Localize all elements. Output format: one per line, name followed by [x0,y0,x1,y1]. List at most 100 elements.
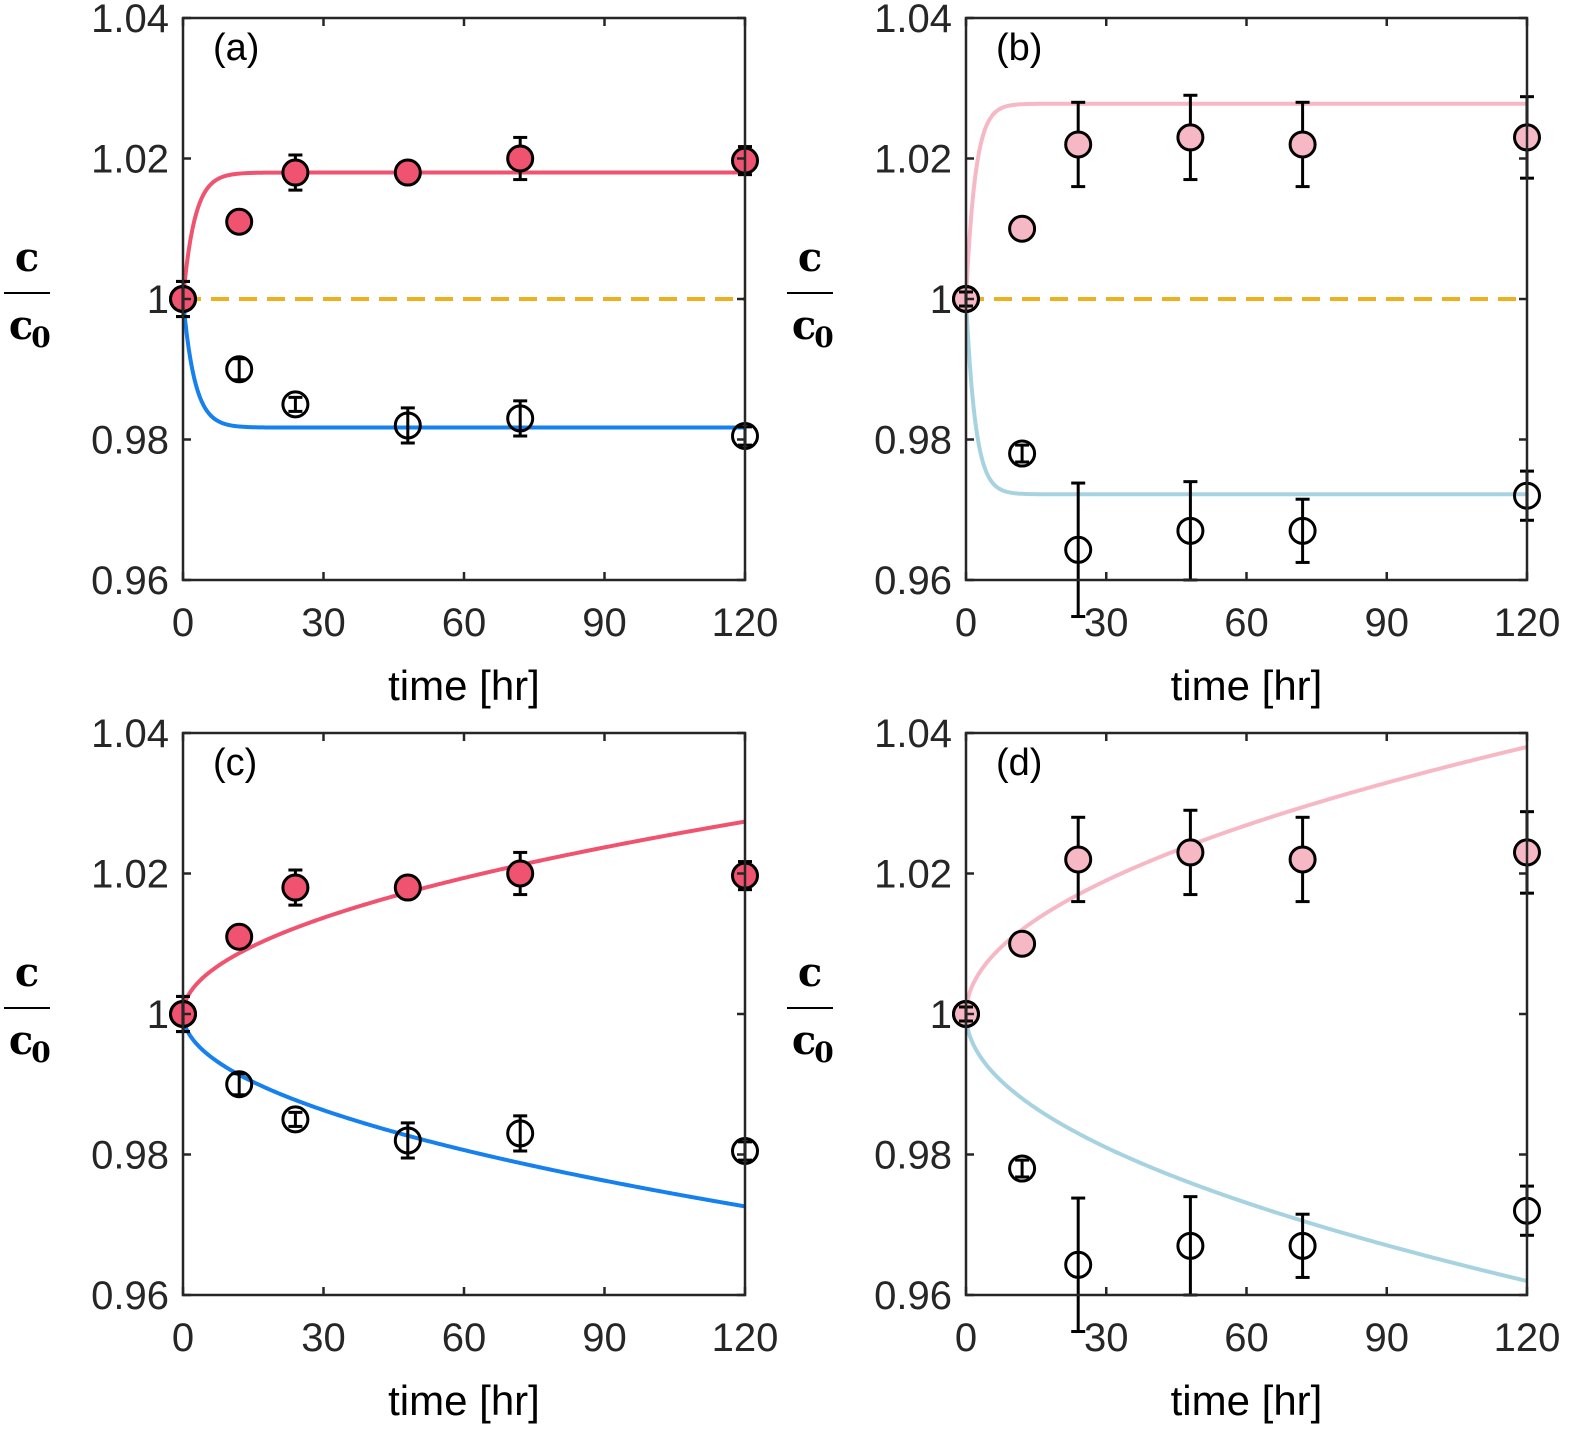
y-tick-label: 1.02 [91,853,169,897]
filled-data-point [1064,130,1093,159]
x-tick-label: 90 [1365,1316,1410,1360]
y-axis-subscript: 0 [814,1036,833,1069]
y-axis-denominator: c [9,1017,33,1064]
x-axis-title: time [hr] [1171,1377,1323,1424]
lower-fit-line [181,298,745,430]
x-tick-label: 30 [1084,1316,1129,1360]
x-axis-title: time [hr] [388,662,540,709]
plot-area [966,733,1527,1295]
y-tick-label: 1.04 [91,712,169,756]
upper-fit-line [964,745,1528,1015]
x-tick-label: 30 [301,1316,346,1360]
lower-fit-line [964,1013,1528,1283]
y-tick-label: 1.04 [91,0,169,41]
open-data-point [281,1105,310,1134]
y-tick-label: 0.96 [874,559,952,603]
y-axis-numerator: c [15,949,39,996]
y-axis-denominator: c [9,302,33,349]
y-tick-label: 0.98 [874,1134,952,1178]
y-axis-numerator: c [798,949,822,996]
x-tick-label: 60 [442,1316,487,1360]
x-tick-label: 120 [1494,601,1561,645]
y-tick-label: 1.02 [91,138,169,182]
y-axis-subscript: 0 [814,321,833,354]
open-data-point [225,355,254,384]
lower-fit-line [964,298,1527,497]
y-axis-subscript: 0 [31,321,50,354]
filled-data-point [1008,214,1037,243]
panel-label: (c) [213,742,257,784]
y-tick-label: 1 [930,993,952,1037]
y-tick-label: 0.98 [91,419,169,463]
x-tick-label: 120 [1494,1316,1561,1360]
panel-label: (b) [996,27,1042,69]
x-tick-label: 60 [442,601,487,645]
filled-data-point [1064,845,1093,874]
y-axis-denominator: c [792,1017,816,1064]
panel-label: (a) [213,27,259,69]
x-tick-label: 120 [712,1316,779,1360]
open-data-point [393,411,422,440]
x-tick-label: 30 [1084,601,1129,645]
panel-label: (d) [996,742,1042,784]
filled-data-point [393,158,422,187]
y-tick-label: 0.96 [91,1274,169,1318]
open-data-point [1064,1250,1093,1279]
y-tick-label: 0.98 [874,419,952,463]
x-tick-label: 120 [712,601,779,645]
x-tick-label: 60 [1224,1316,1269,1360]
y-axis-subscript: 0 [31,1036,50,1069]
filled-data-point [225,207,254,236]
filled-data-point [506,144,535,173]
open-data-point [1288,516,1317,545]
filled-data-point [1176,838,1205,867]
y-tick-label: 0.96 [874,1274,952,1318]
upper-fit-line [181,819,746,1015]
open-data-point [1008,439,1037,468]
filled-data-point [1008,929,1037,958]
open-data-point [1064,535,1093,564]
open-data-point [393,1126,422,1155]
x-tick-label: 90 [582,601,627,645]
y-axis-numerator: c [798,234,822,281]
filled-data-point [1288,130,1317,159]
filled-data-point [281,158,310,187]
y-tick-label: 0.98 [91,1134,169,1178]
y-tick-label: 0.96 [91,559,169,603]
open-data-point [281,390,310,419]
open-data-point [1008,1154,1037,1183]
y-axis-denominator: c [792,302,816,349]
filled-data-point [1288,845,1317,874]
open-data-point [1176,1231,1205,1260]
y-axis-numerator: c [15,234,39,281]
open-data-point [225,1070,254,1099]
filled-data-point [225,922,254,951]
y-tick-label: 1.04 [874,712,952,756]
filled-data-point [1176,123,1205,152]
plot-area [183,733,745,1295]
open-data-point [1176,516,1205,545]
y-tick-label: 1 [930,278,952,322]
lower-fit-line [181,1013,746,1209]
x-tick-label: 0 [955,601,977,645]
upper-fit-line [964,101,1527,300]
x-axis-title: time [hr] [388,1377,540,1424]
x-tick-label: 30 [301,601,346,645]
y-tick-label: 1 [147,993,169,1037]
x-tick-label: 0 [172,601,194,645]
x-tick-label: 90 [582,1316,627,1360]
open-data-point [1288,1231,1317,1260]
x-axis-title: time [hr] [1171,662,1323,709]
open-data-point [506,1119,535,1148]
y-tick-label: 1.02 [874,853,952,897]
filled-data-point [281,873,310,902]
open-data-point [506,404,535,433]
y-tick-label: 1.04 [874,0,952,41]
filled-data-point [506,859,535,888]
upper-fit-line [181,170,745,300]
